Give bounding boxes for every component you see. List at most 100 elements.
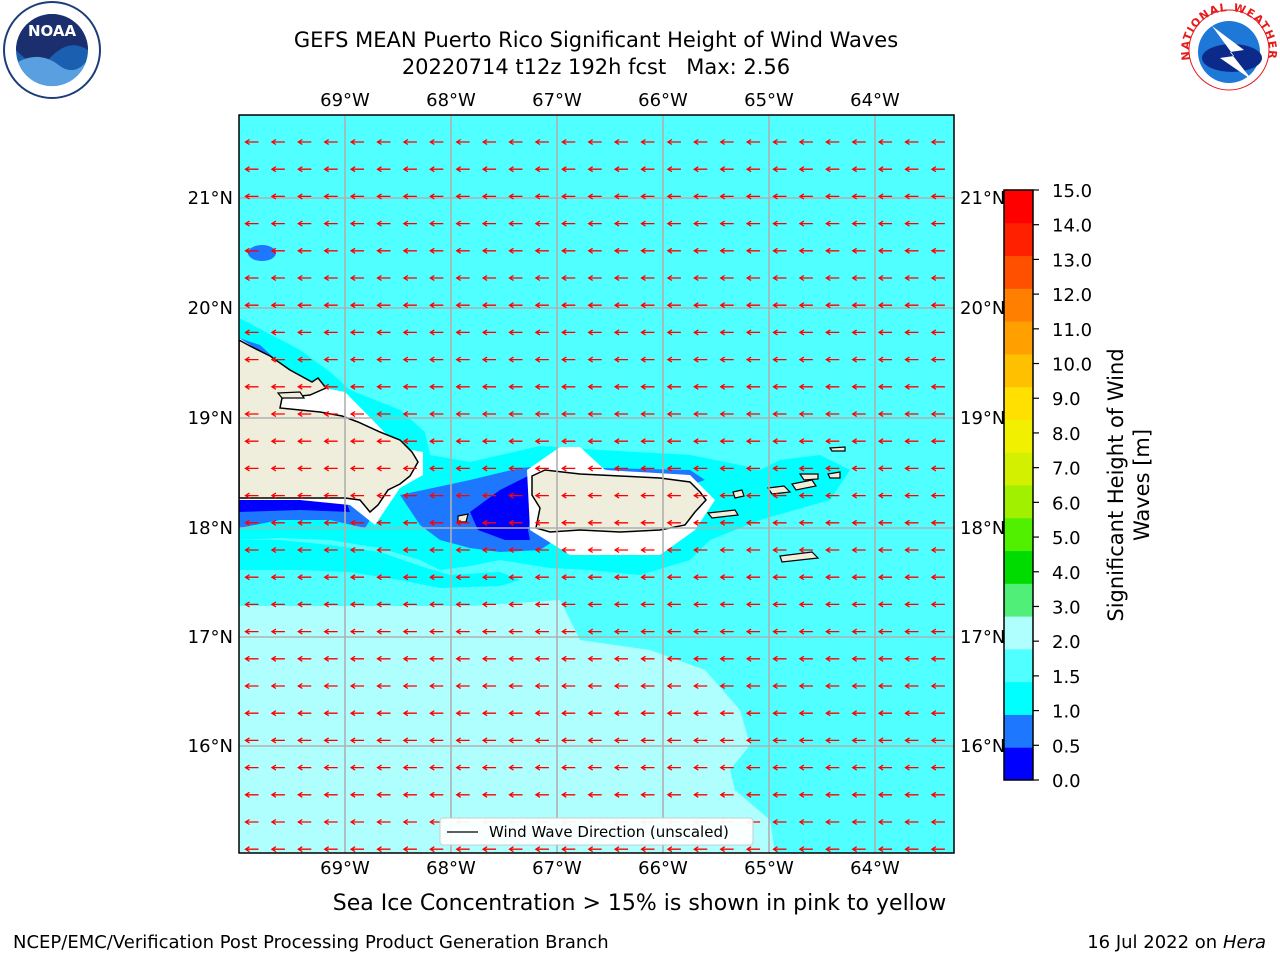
wind-wave-arrow	[930, 764, 945, 771]
noaa-logo-text: NOAA	[28, 22, 77, 40]
wind-wave-arrow	[930, 438, 945, 445]
wind-wave-arrow	[323, 519, 338, 526]
wind-wave-arrow	[455, 737, 470, 744]
lat-label-right: 17°N	[960, 627, 1005, 648]
wind-wave-arrow	[244, 138, 259, 146]
wind-wave-arrow	[904, 438, 919, 445]
wind-wave-arrow	[745, 710, 761, 717]
wind-wave-arrow	[297, 628, 312, 635]
wind-wave-arrow	[244, 574, 259, 581]
plot-area	[239, 115, 954, 853]
wind-wave-arrow	[323, 628, 338, 635]
wind-wave-arrow	[402, 302, 417, 309]
wind-wave-arrow	[851, 682, 866, 690]
wind-wave-arrow	[376, 356, 391, 363]
wind-wave-arrow	[561, 329, 576, 336]
wind-wave-arrow	[561, 628, 576, 635]
wind-wave-arrow	[534, 628, 549, 635]
land-islet-n	[828, 446, 846, 452]
wind-wave-arrow	[402, 791, 417, 798]
wind-wave-arrow	[745, 492, 761, 499]
wind-wave-arrow	[376, 438, 391, 445]
wind-wave-arrow	[587, 193, 602, 200]
wind-wave-arrow	[825, 193, 840, 200]
wind-wave-arrow	[877, 220, 893, 227]
wind-wave-arrow	[693, 220, 708, 227]
wind-wave-arrow	[429, 329, 444, 336]
wind-wave-arrow	[693, 492, 708, 499]
wind-wave-arrow	[455, 193, 470, 200]
wind-wave-arrow	[455, 492, 470, 499]
wind-wave-arrow	[745, 546, 761, 554]
land-vieques	[706, 509, 739, 519]
axis-labels-right: 21°N 20°N 19°N 18°N 17°N 16°N	[960, 188, 1005, 757]
wind-wave-arrow	[323, 737, 338, 744]
colorbar-tick-label: 15.0	[1052, 181, 1092, 202]
colorbar-label: Significant Height of Wind Waves [m]	[1104, 348, 1154, 621]
wind-wave-arrow	[666, 601, 681, 608]
wind-wave-arrow	[561, 166, 576, 173]
wind-wave-arrow	[455, 329, 470, 336]
wind-wave-arrow	[825, 220, 840, 227]
wind-wave-arrow	[323, 601, 338, 608]
lon-label-bottom: 69°W	[320, 858, 370, 879]
wind-wave-arrow	[666, 220, 681, 227]
wind-wave-arrow	[666, 519, 681, 526]
wind-wave-arrow	[244, 846, 259, 853]
wind-wave-arrow	[455, 220, 470, 227]
wind-wave-arrow	[772, 764, 787, 771]
wind-wave-arrow	[772, 302, 787, 309]
wind-wave-arrow	[455, 138, 470, 146]
wind-wave-arrow	[904, 138, 919, 146]
wind-wave-arrow	[613, 710, 629, 717]
colorbar-swatch	[1004, 583, 1033, 617]
wind-wave-arrow	[613, 220, 629, 227]
colorbar-swatch	[1004, 747, 1033, 781]
wind-wave-arrow	[561, 465, 576, 472]
wind-wave-arrow	[508, 846, 523, 853]
wind-wave-arrow	[904, 329, 919, 336]
wind-wave-arrow	[877, 166, 893, 173]
wind-wave-arrow	[772, 655, 787, 662]
wind-wave-arrow	[270, 546, 285, 554]
wind-wave-arrow	[534, 764, 549, 771]
wind-wave-arrow	[429, 274, 444, 282]
wind-wave-arrow	[719, 655, 734, 662]
wind-wave-arrow	[666, 574, 681, 581]
wind-wave-arrow	[561, 138, 576, 146]
wind-wave-arrow	[587, 628, 602, 635]
wind-wave-arrow	[904, 274, 919, 282]
wind-wave-arrow	[798, 220, 813, 227]
wind-wave-arrow	[323, 682, 338, 690]
wind-wave-arrow	[534, 220, 549, 227]
lat-label-left: 17°N	[188, 627, 233, 648]
wind-wave-arrow	[561, 383, 576, 390]
wind-wave-arrow	[798, 302, 813, 309]
wind-wave-arrow	[719, 302, 734, 309]
wind-wave-arrow	[693, 737, 708, 744]
wind-wave-arrow	[693, 846, 708, 853]
sea-ice-note-text: Sea Ice Concentration > 15% is shown in …	[332, 891, 947, 916]
wind-wave-arrow	[851, 737, 866, 744]
wind-wave-arrow	[798, 574, 813, 581]
wind-wave-arrow	[693, 574, 708, 581]
wind-wave-arrow	[877, 247, 893, 254]
wind-wave-arrow	[798, 546, 813, 554]
colorbar-label-line1: Significant Height of Wind	[1104, 348, 1128, 621]
wind-wave-arrow	[508, 710, 523, 717]
wind-wave-arrow	[534, 302, 549, 309]
wind-wave-arrow	[534, 410, 549, 418]
wind-wave-arrow	[481, 655, 497, 662]
wind-wave-arrow	[772, 737, 787, 744]
colorbar-swatch	[1004, 550, 1033, 584]
wind-wave-arrow	[640, 302, 655, 309]
wind-wave-arrow	[877, 356, 893, 363]
colorbar-tick-label: 8.0	[1052, 424, 1081, 445]
wind-wave-arrow	[745, 302, 761, 309]
wind-wave-arrow	[693, 764, 708, 771]
wind-wave-arrow	[772, 138, 787, 146]
wind-wave-arrow	[904, 764, 919, 771]
wind-wave-arrow	[297, 737, 312, 744]
wind-wave-arrow	[508, 465, 523, 472]
wind-wave-arrow	[719, 166, 734, 173]
